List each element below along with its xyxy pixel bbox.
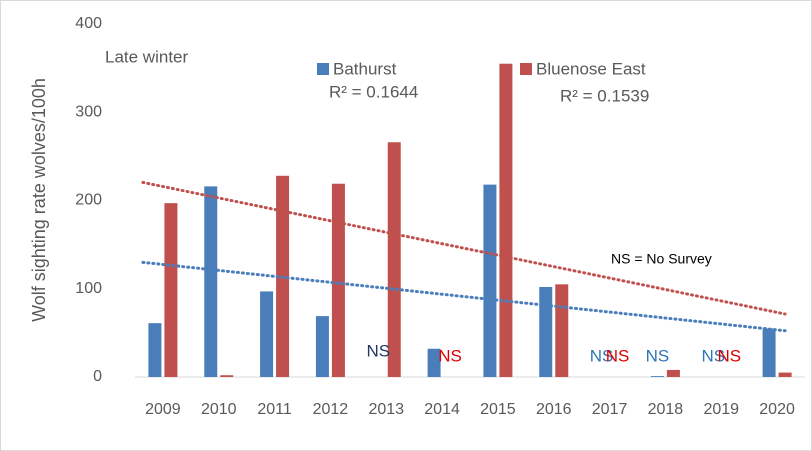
x-tick-label: 2015	[480, 401, 516, 418]
x-tick-label: 2017	[592, 401, 628, 418]
no-survey-label: NS	[438, 346, 462, 365]
y-tick-label: 300	[75, 103, 102, 120]
bar	[666, 369, 680, 377]
legend-swatch	[317, 63, 329, 75]
bar	[260, 291, 274, 377]
r-squared: R² = 0.1539	[560, 86, 649, 105]
legend-swatch	[520, 63, 532, 75]
x-tick-label: 2016	[536, 401, 572, 418]
no-survey-label: NS	[366, 341, 390, 360]
y-tick-label: 100	[75, 280, 102, 297]
bar	[148, 323, 162, 377]
trendline	[141, 180, 787, 316]
x-tick-label: 2010	[201, 401, 237, 418]
bar	[220, 375, 234, 377]
annotation: Late winter	[105, 47, 188, 66]
y-tick-label: 0	[93, 368, 102, 385]
x-tick-label: 2019	[703, 401, 739, 418]
r-squared: R² = 0.1644	[329, 82, 418, 101]
x-tick-label: 2013	[368, 401, 404, 418]
no-survey-label: NS	[701, 346, 725, 365]
x-tick-label: 2020	[759, 401, 795, 418]
bar	[164, 203, 178, 377]
annotation: NS = No Survey	[611, 251, 712, 267]
bar	[483, 184, 497, 377]
no-survey-label: NS	[646, 346, 670, 365]
y-tick-label: 400	[75, 15, 102, 32]
x-tick-label: 2014	[424, 401, 460, 418]
no-survey-label: NS	[717, 346, 741, 365]
x-tick-label: 2009	[145, 401, 181, 418]
legend-label: Bluenose East	[536, 59, 646, 78]
bar	[204, 186, 218, 377]
y-tick-label: 200	[75, 192, 102, 209]
bar	[762, 328, 776, 377]
y-axis-title: Wolf sighting rate wolves/100h	[29, 78, 49, 322]
bar	[499, 63, 513, 378]
x-tick-label: 2011	[257, 401, 292, 418]
bar	[427, 348, 441, 377]
bar	[387, 142, 401, 377]
bar	[555, 284, 569, 377]
bar	[778, 372, 792, 377]
no-survey-label: NS	[590, 346, 614, 365]
x-tick-label: 2018	[648, 401, 684, 418]
no-survey-label: NS	[606, 346, 630, 365]
bar	[650, 376, 664, 377]
legend-label: Bathurst	[333, 59, 397, 78]
x-tick-label: 2012	[313, 401, 349, 418]
bar	[315, 316, 329, 377]
bar	[539, 286, 553, 377]
bar	[331, 183, 345, 377]
